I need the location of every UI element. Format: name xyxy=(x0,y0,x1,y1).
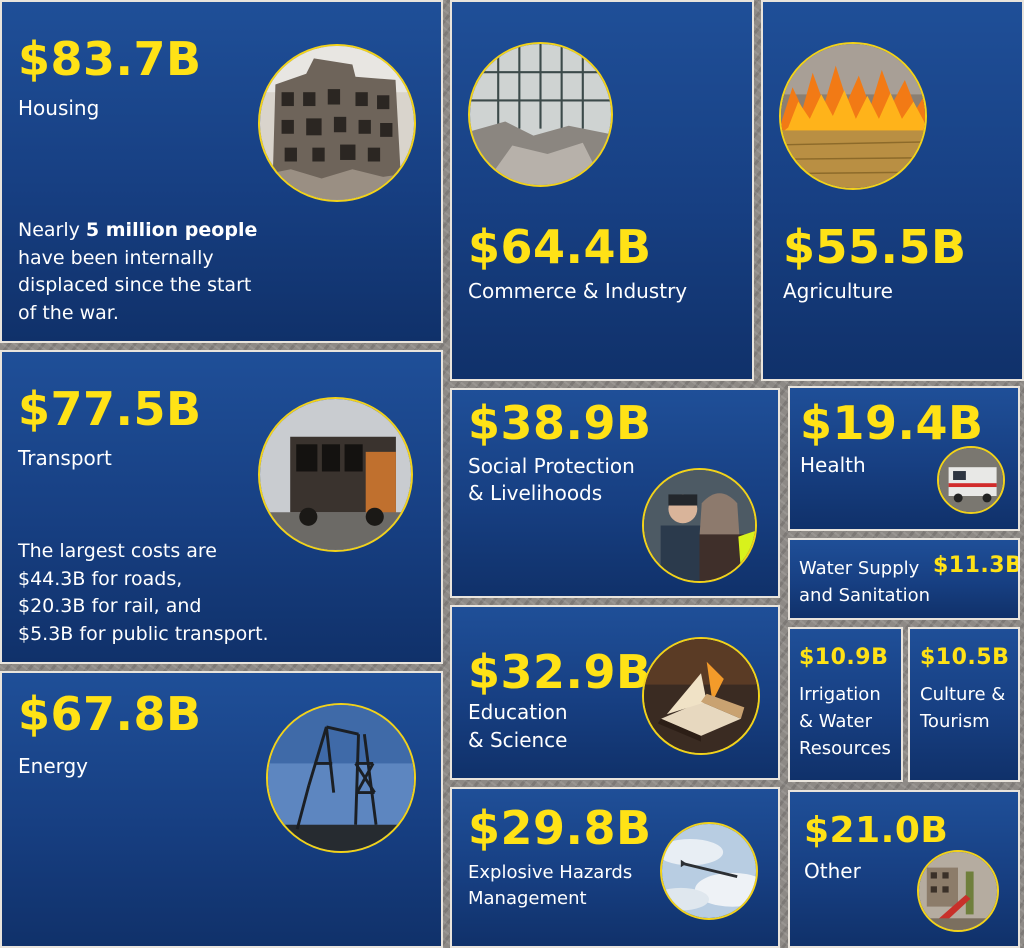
education-label-line2: & Science xyxy=(468,728,568,752)
tile-explosive: $29.8B Explosive Hazards Management xyxy=(450,787,780,948)
collapsed-pylon-photo xyxy=(266,703,416,853)
housing-amount: $83.7B xyxy=(18,32,202,86)
health-amount: $19.4B xyxy=(800,396,984,450)
transport-note-line1: The largest costs are xyxy=(18,540,217,562)
irrigation-label-line1: Irrigation xyxy=(799,684,881,705)
housing-note-line3: displaced since the start xyxy=(18,274,252,296)
tile-other: $21.0B Other xyxy=(788,790,1020,948)
burned-bus-photo xyxy=(258,397,413,552)
culture-label-line1: Culture & xyxy=(920,684,1006,705)
energy-label: Energy xyxy=(18,754,89,778)
culture-label-line2: Tourism xyxy=(920,711,990,732)
ruined-factory-photo xyxy=(468,42,613,187)
tile-transport: $77.5B Transport The largest costs are $… xyxy=(0,350,443,664)
housing-note-bold: 5 million people xyxy=(85,219,258,241)
burned-book-photo xyxy=(642,637,760,755)
commerce-amount: $64.4B xyxy=(468,220,652,274)
social-label-line1: Social Protection xyxy=(468,454,635,478)
education-label-line1: Education xyxy=(468,700,568,724)
tile-water: Water Supply and Sanitation $11.3B xyxy=(788,538,1020,620)
water-label-line1: Water Supply xyxy=(799,558,920,579)
explosive-label-line1: Explosive Hazards xyxy=(468,862,633,883)
destroyed-building-photo xyxy=(258,44,416,202)
irrigation-label-line3: Resources xyxy=(799,738,891,759)
agriculture-label: Agriculture xyxy=(783,279,893,303)
transport-amount: $77.5B xyxy=(18,382,202,436)
irrigation-label-line2: & Water xyxy=(799,711,872,732)
playground-photo xyxy=(917,850,999,932)
health-label: Health xyxy=(800,453,866,477)
transport-note-line2: $44.3B for roads, xyxy=(18,567,183,590)
commerce-label: Commerce & Industry xyxy=(468,279,688,303)
housing-note-line2: have been internally xyxy=(18,246,214,269)
tile-housing: $83.7B Housing Nearly 5 million people h… xyxy=(0,0,443,343)
ambulance-photo xyxy=(937,446,1005,514)
social-label-line2: & Livelihoods xyxy=(468,481,603,505)
housing-label: Housing xyxy=(18,96,100,120)
water-amount: $11.3B xyxy=(933,553,1020,578)
culture-amount: $10.5B xyxy=(920,645,1010,670)
housing-note-line4: of the war. xyxy=(18,301,119,324)
tile-social: $38.9B Social Protection & Livelihoods xyxy=(450,388,780,598)
education-amount: $32.9B xyxy=(468,645,652,699)
housing-note-pre: Nearly xyxy=(18,219,86,241)
irrigation-amount: $10.9B xyxy=(799,645,889,670)
tile-culture: $10.5B Culture & Tourism xyxy=(908,627,1020,782)
tile-energy: $67.8B Energy xyxy=(0,671,443,948)
transport-note-line3: $20.3B for rail, and xyxy=(18,595,202,617)
tile-irrigation: $10.9B Irrigation & Water Resources xyxy=(788,627,903,782)
water-label-line2: and Sanitation xyxy=(799,585,931,606)
tile-agriculture: $55.5B Agriculture xyxy=(761,0,1024,381)
transport-note-line4: $5.3B for public transport. xyxy=(18,622,269,645)
explosive-amount: $29.8B xyxy=(468,801,652,855)
burning-field-photo xyxy=(779,42,927,190)
transport-note: The largest costs are $44.3B for roads, … xyxy=(18,538,318,648)
tile-commerce: $64.4B Commerce & Industry xyxy=(450,0,754,381)
other-label: Other xyxy=(804,859,861,883)
other-amount: $21.0B xyxy=(804,810,949,851)
tile-health: $19.4B Health xyxy=(788,386,1020,531)
energy-amount: $67.8B xyxy=(18,687,202,741)
transport-label: Transport xyxy=(18,446,112,470)
housing-note: Nearly 5 million people have been intern… xyxy=(18,217,298,327)
tile-education: $32.9B Education & Science xyxy=(450,605,780,780)
missile-photo xyxy=(660,822,758,920)
people-photo xyxy=(642,468,757,583)
explosive-label-line2: Management xyxy=(468,888,587,909)
agriculture-amount: $55.5B xyxy=(783,220,967,274)
social-amount: $38.9B xyxy=(468,396,652,450)
